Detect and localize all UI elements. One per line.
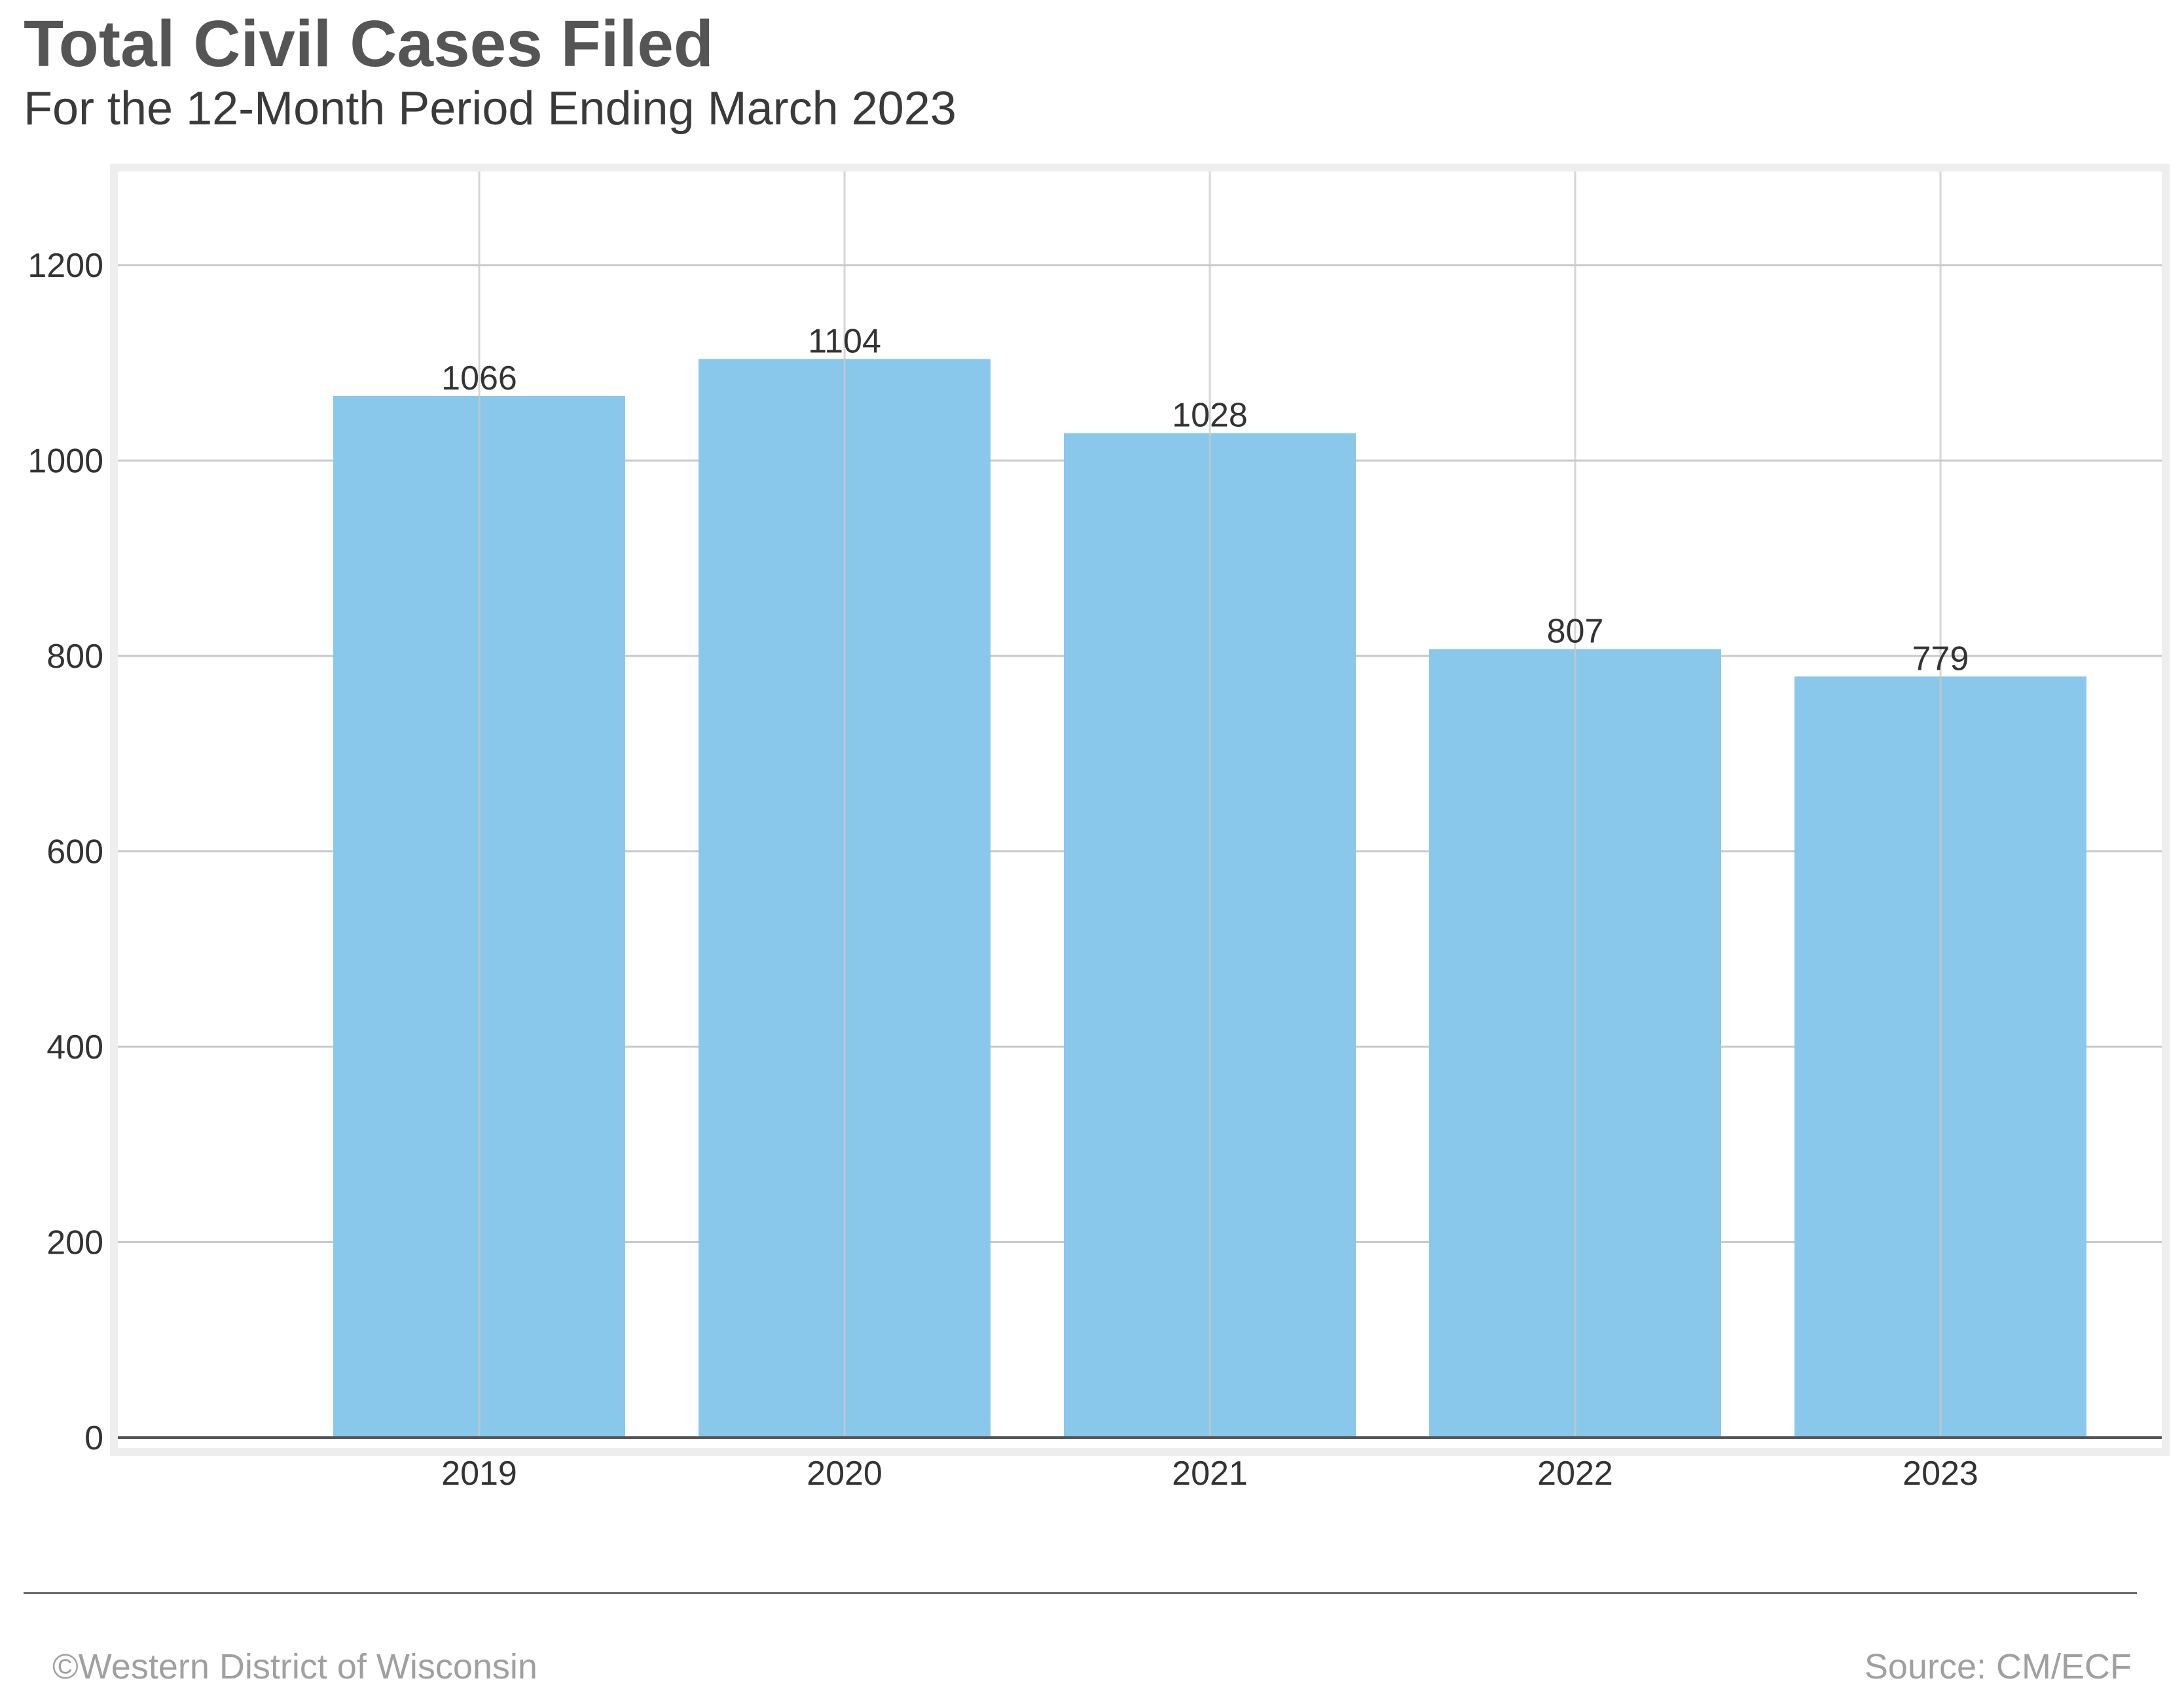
- x-tick-label: 2021: [1172, 1455, 1248, 1493]
- y-tick-label: 600: [46, 833, 103, 871]
- bar-value-label: 1104: [808, 322, 881, 360]
- x-tick-label: 2023: [1902, 1455, 1978, 1493]
- y-tick-label: 200: [46, 1224, 103, 1262]
- vertical-grid-lines: [478, 172, 1942, 1438]
- bar-value-label: 1028: [1172, 397, 1248, 435]
- chart-subtitle: For the 12-Month Period Ending March 202…: [24, 82, 956, 135]
- footer-divider: [24, 1592, 2137, 1594]
- chart-title: Total Civil Cases Filed: [24, 7, 714, 81]
- x-tick-label: 2022: [1537, 1455, 1613, 1493]
- footer-source: Source: CM/ECF: [1864, 1647, 2132, 1686]
- labels: 0 200 400 600 800 1000 1200 1066 2019 1104 2020 102…: [27, 247, 1978, 1493]
- y-tick-label: 1000: [27, 443, 103, 481]
- bar-value-label: 1066: [441, 359, 517, 397]
- y-tick-label: 800: [46, 638, 103, 676]
- y-tick-label: 400: [46, 1028, 103, 1066]
- bar-value-label: 779: [1912, 640, 1969, 678]
- footer-copyright: ©Western District of Wisconsin: [52, 1647, 537, 1686]
- x-tick-label: 2020: [807, 1455, 883, 1493]
- y-tick-label: 1200: [27, 247, 103, 285]
- x-tick-label: 2019: [441, 1455, 517, 1493]
- bar-value-label: 807: [1547, 613, 1604, 651]
- y-tick-label: 0: [84, 1419, 103, 1457]
